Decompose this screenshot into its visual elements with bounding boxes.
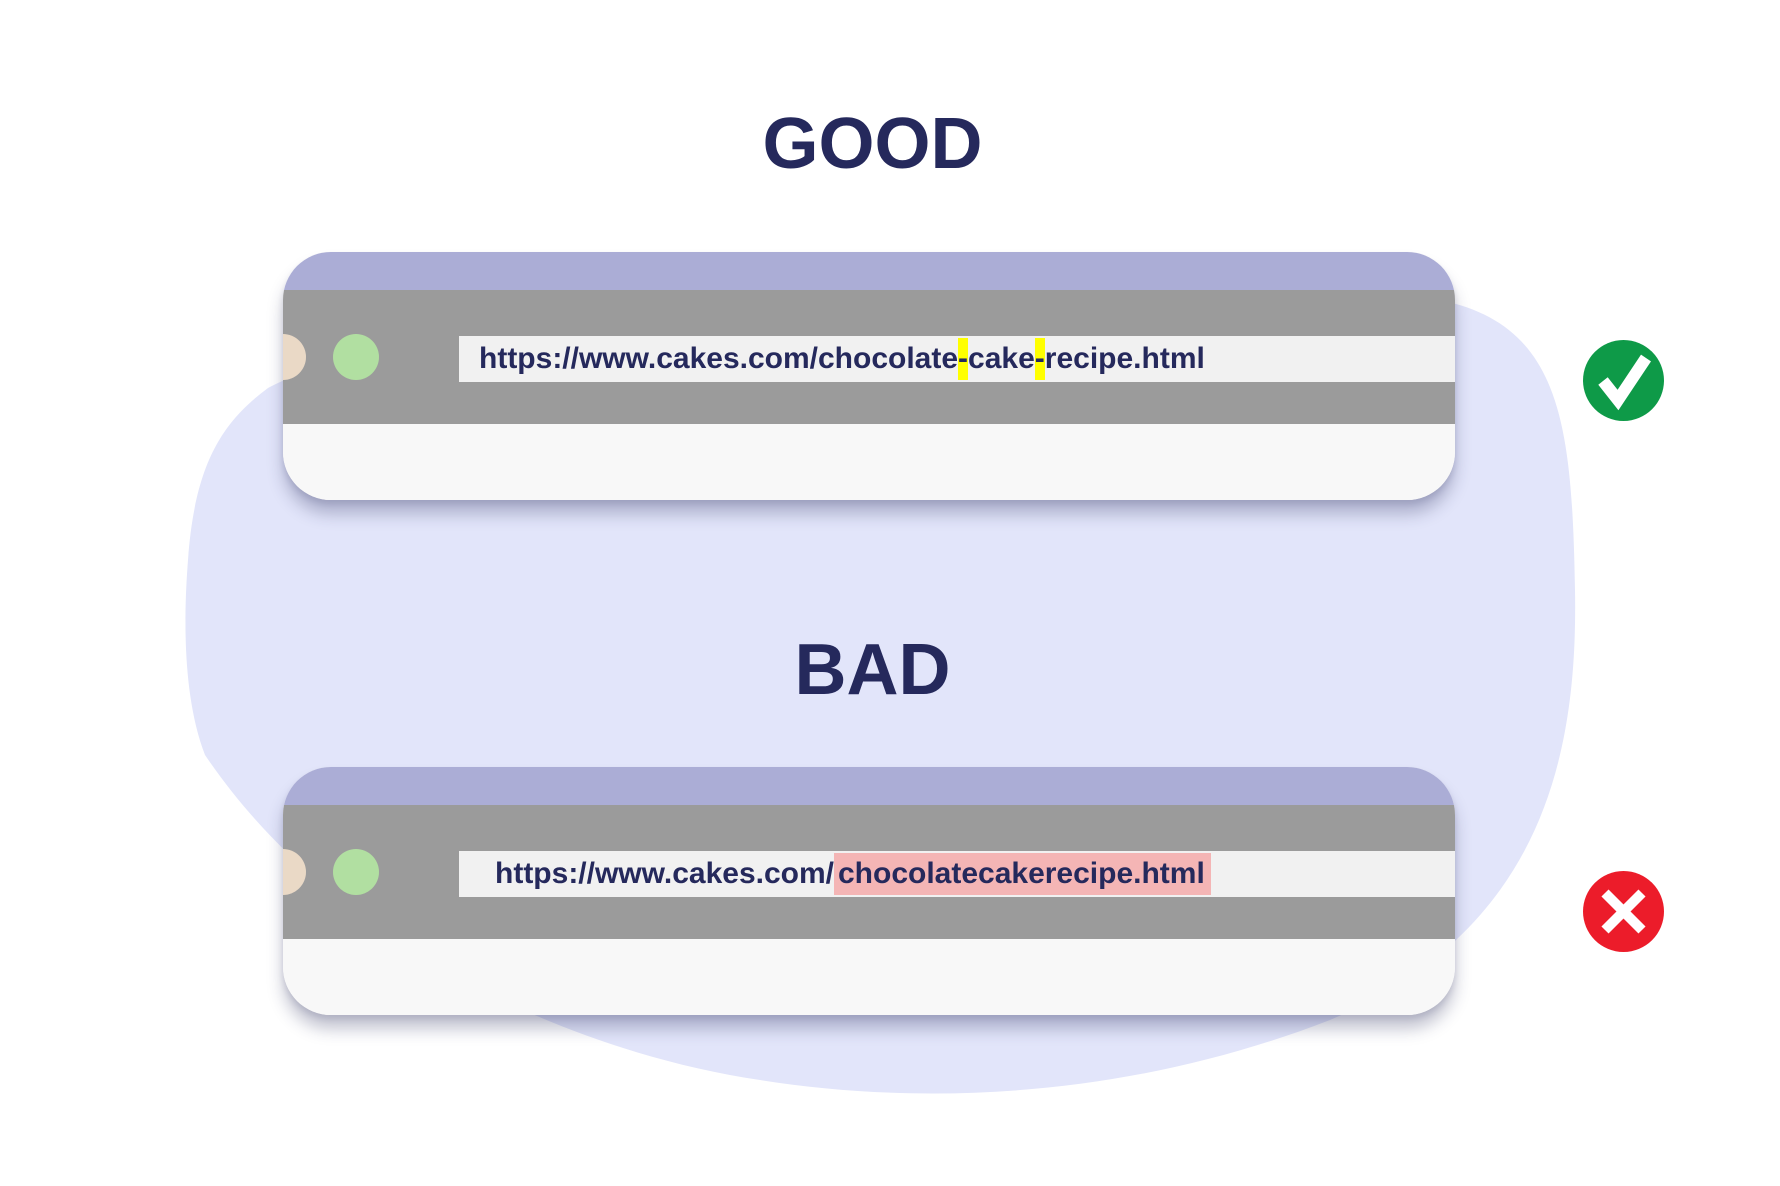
url-segment: cake <box>968 342 1035 375</box>
checkmark-icon <box>1583 340 1664 421</box>
window-dot-beige <box>283 334 306 380</box>
hyphen-highlight: - <box>958 338 969 380</box>
browser-title-bar <box>283 767 1455 805</box>
browser-content-area <box>283 424 1455 500</box>
url-highlight: chocolatecakerecipe.html <box>833 853 1211 895</box>
bad-address-bar[interactable]: https://www.cakes.com/chocolatecakerecip… <box>459 851 1455 897</box>
window-dot-green <box>333 849 379 895</box>
url-segment: recipe.html <box>1044 342 1205 375</box>
browser-toolbar: https://www.cakes.com/chocolate - cake - rec… <box>283 290 1455 424</box>
bad-browser-window: https://www.cakes.com/chocolatecakerecip… <box>283 767 1455 1015</box>
browser-content-area <box>283 939 1455 1015</box>
good-browser-window: https://www.cakes.com/chocolate - cake - rec… <box>283 252 1455 500</box>
browser-toolbar: https://www.cakes.com/chocolatecakerecip… <box>283 805 1455 939</box>
url-segment: https://www.cakes.com/chocolate <box>479 342 959 375</box>
url-prefix: https://www.cakes.com/ <box>495 857 834 890</box>
good-address-bar[interactable]: https://www.cakes.com/chocolate - cake - rec… <box>459 336 1455 382</box>
cross-icon <box>1583 871 1664 952</box>
bad-heading: BAD <box>794 630 951 710</box>
browser-title-bar <box>283 252 1455 290</box>
good-heading: GOOD <box>762 104 983 184</box>
window-dot-green <box>333 334 379 380</box>
window-dot-beige <box>283 849 306 895</box>
hyphen-highlight: - <box>1034 338 1045 380</box>
